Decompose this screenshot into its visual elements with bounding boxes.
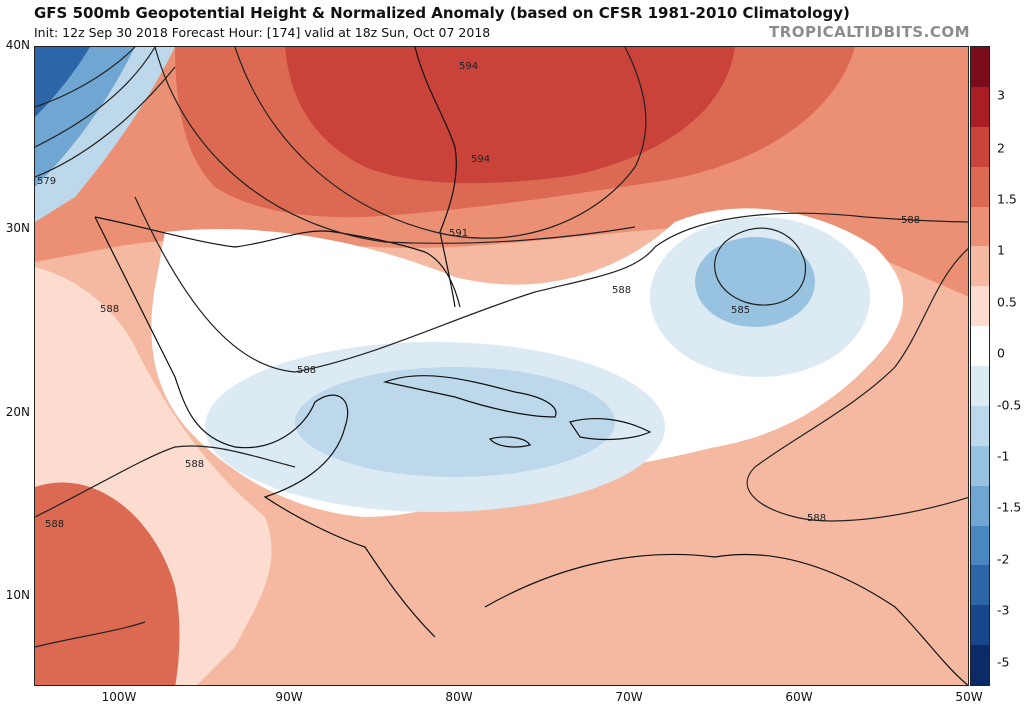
colorbar-swatch [971, 286, 989, 327]
colorbar-tick-label: 0.5 [997, 294, 1017, 310]
contour-label-591: 591 [449, 228, 468, 239]
us-east-coast [414, 47, 457, 308]
lat-label-40n: 40N [5, 38, 30, 52]
lat-label-20n: 20N [5, 405, 30, 419]
trough-shading-deep [35, 47, 90, 117]
colorbar-swatch [971, 445, 989, 486]
contour-588-north [134, 196, 968, 373]
colorbar [970, 46, 990, 686]
contour-label-588: 588 [297, 365, 316, 376]
colorbar-tick-label: 1.5 [997, 191, 1017, 207]
contour-label-585: 585 [731, 305, 750, 316]
colorbar-swatch [971, 605, 989, 646]
colorbar-swatch [971, 206, 989, 247]
negative-anomaly-atlantic-core [695, 237, 815, 327]
coastlines [94, 47, 968, 685]
contour-label-588: 588 [185, 459, 204, 470]
map-subtitle: Init: 12z Sep 30 2018 Forecast Hour: [17… [34, 25, 491, 40]
map-title: GFS 500mb Geopotential Height & Normaliz… [34, 4, 850, 22]
colorbar-swatch [971, 126, 989, 167]
colorbar-swatch [971, 246, 989, 287]
lon-label-100w: 100W [101, 690, 137, 704]
contour-label-594: 594 [459, 61, 478, 72]
contour-591 [154, 47, 636, 244]
contour-588-east [746, 248, 968, 522]
map-panel: 594 594 591 588 588 588 588 588 588 588 … [34, 46, 969, 686]
colorbar-tick-label: -1 [997, 448, 1010, 464]
jamaica-outline [488, 436, 531, 448]
contour-588-southwest [35, 621, 146, 648]
cuba-outline [382, 375, 557, 418]
colorbar-swatch [971, 645, 989, 685]
contour-label-588: 588 [100, 304, 119, 315]
lon-label-80w: 80W [445, 690, 473, 704]
colorbar-swatch [971, 47, 989, 87]
brand-logo: TROPICALTIDBITS.COM [769, 23, 970, 41]
colorbar-swatch [971, 86, 989, 127]
colorbar-swatch [971, 326, 989, 366]
colorbar-tick-label: -0.5 [997, 397, 1022, 413]
hispaniola-outline [569, 418, 652, 441]
colorbar-swatch [971, 405, 989, 446]
mexico-central-america-coast [94, 216, 436, 638]
colorbar-tick-label: -3 [997, 602, 1010, 618]
contour-label-579: 579 [37, 176, 56, 187]
lon-label-60w: 60W [785, 690, 813, 704]
contour-label-594: 594 [471, 154, 490, 165]
anomaly-map: 594 594 591 588 588 588 588 588 588 588 … [35, 47, 968, 685]
colorbar-tick-label: 0 [997, 345, 1005, 361]
contour-trough [35, 47, 176, 178]
contour-588-west [35, 445, 296, 518]
lon-label-70w: 70W [615, 690, 643, 704]
negative-anomaly-caribbean-core [295, 367, 615, 477]
contour-label-588: 588 [807, 513, 826, 524]
contour-label-588: 588 [612, 285, 631, 296]
lat-label-30n: 30N [5, 221, 30, 235]
contour-label-588: 588 [45, 519, 64, 530]
lon-label-90w: 90W [275, 690, 303, 704]
colorbar-tick-label: 1 [997, 242, 1005, 258]
colorbar-swatch [971, 485, 989, 526]
colorbar-tick-label: -1.5 [997, 499, 1022, 515]
colorbar-tick-label: 2 [997, 140, 1005, 156]
gulf-coast [94, 216, 461, 308]
height-contours [35, 47, 968, 648]
colorbar-tick-label: -5 [997, 654, 1010, 670]
contour-585 [714, 227, 807, 306]
south-america-coast [484, 553, 968, 685]
lat-label-10n: 10N [5, 588, 30, 602]
colorbar-swatch [971, 166, 989, 207]
contour-label-588: 588 [901, 215, 920, 226]
contour-594 [234, 47, 647, 239]
colorbar-swatch [971, 565, 989, 606]
colorbar-swatch [971, 525, 989, 566]
lon-label-50w: 50W [955, 690, 983, 704]
colorbar-tick-label: 3 [997, 87, 1005, 103]
anomaly-band-southwest [35, 482, 180, 685]
colorbar-tick-label: -2 [997, 551, 1010, 567]
colorbar-swatch [971, 366, 989, 406]
anomaly-core-high [285, 47, 735, 184]
